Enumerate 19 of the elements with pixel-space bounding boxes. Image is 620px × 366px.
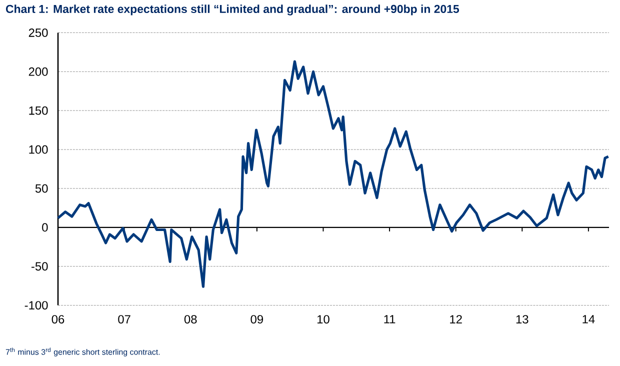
x-tick-label: 10 [317,315,330,324]
y-tick-label: 0 [42,223,48,232]
x-tick-label: 06 [52,315,64,324]
line-series [56,60,610,288]
x-tick-label: 14 [582,315,595,324]
y-tick-label: -50 [31,262,48,271]
x-tick-label: 09 [250,315,263,324]
y-tick-label: 150 [29,106,48,115]
x-tick-label: 11 [384,315,396,324]
x-tick-label: 13 [516,315,528,324]
x-tick-label: 08 [184,315,197,324]
y-tick-label: 100 [29,145,48,154]
y-tick-label: 250 [28,28,48,37]
y-tick-label: -100 [24,301,48,310]
x-tick-label: 07 [118,315,130,324]
chart-title: Chart 1: Market rate expectations still “Limited and gradual”: around +90bp in 2015 [6,4,460,16]
y-tick-label: 50 [35,184,48,193]
x-tick-label: 12 [450,315,462,324]
y-tick-label: 200 [28,67,48,76]
